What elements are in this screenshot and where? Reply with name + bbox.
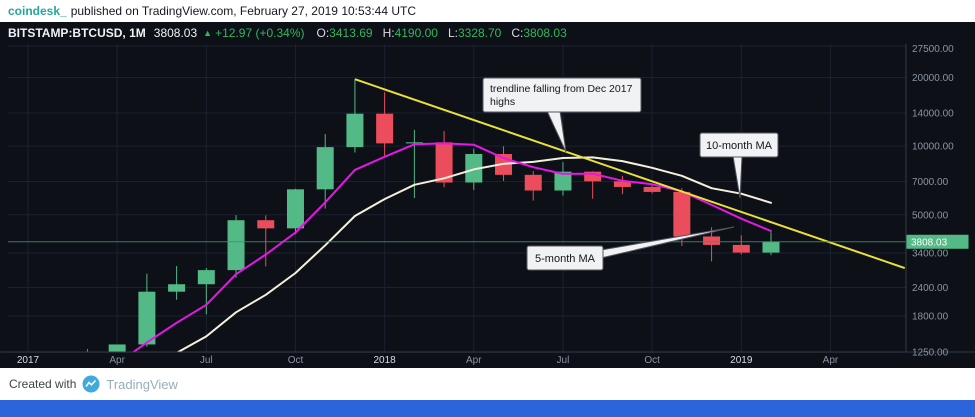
trendline-note-text: trendline falling from Dec 2017 (490, 83, 633, 95)
svg-text:5000.00: 5000.00 (912, 210, 949, 221)
open-value: 3413.69 (329, 26, 373, 40)
attribution-footer: Created with TradingView (0, 368, 975, 400)
candles (86, 79, 780, 352)
high-label: H: (382, 26, 395, 40)
svg-text:Oct: Oct (644, 355, 660, 366)
svg-text:7000.00: 7000.00 (912, 177, 949, 188)
ohlc-close: C:3808.03 (511, 26, 566, 40)
ohlc-low: L:3328.70 (448, 26, 501, 40)
svg-text:Apr: Apr (466, 355, 482, 366)
close-label: C: (511, 26, 524, 40)
ma10-line (176, 156, 772, 352)
svg-text:2017: 2017 (17, 355, 40, 366)
ma5-note-box (526, 245, 604, 271)
open-label: O: (316, 26, 330, 40)
last-price: 3808.03 (153, 26, 198, 40)
svg-text:3400.00: 3400.00 (912, 248, 949, 259)
ma5-line (131, 142, 772, 352)
svg-text:Apr: Apr (823, 355, 839, 366)
ma5-note-text: 5-month MA (535, 253, 596, 265)
svg-text:10000.00: 10000.00 (912, 142, 954, 153)
created-with-text: Created with (9, 377, 77, 391)
ma10-note-box (699, 132, 779, 158)
svg-text:1250.00: 1250.00 (912, 348, 949, 359)
svg-text:Apr: Apr (109, 355, 125, 366)
close-value: 3808.03 (523, 26, 567, 40)
svg-text:Jul: Jul (200, 355, 213, 366)
svg-text:1800.00: 1800.00 (912, 311, 949, 322)
svg-text:2018: 2018 (374, 355, 397, 366)
svg-text:27500.00: 27500.00 (912, 44, 954, 55)
trendline-note-box (482, 77, 642, 113)
price-change: +12.97 (+0.34%) (215, 26, 305, 40)
ma10-note-text: 10-month MA (706, 140, 773, 152)
ma5-note[interactable]: 5-month MA (526, 226, 735, 271)
time-axis[interactable]: 2017 Apr Jul Oct 2018 Apr Jul Oct 2019 Apr (17, 355, 839, 366)
high-value: 4190.00 (394, 26, 438, 40)
svg-text:14000.00: 14000.00 (912, 108, 954, 119)
svg-text:Jul: Jul (557, 355, 570, 366)
symbol-title[interactable]: BITSTAMP:BTCUSD, 1M (8, 26, 146, 40)
low-label: L: (447, 26, 458, 40)
trendline-note-text: highs (490, 96, 515, 108)
tradingview-logo-icon[interactable] (82, 375, 100, 393)
price-chart[interactable]: 27500.00 20000.00 14000.00 10000.00 7000.00 5… (0, 44, 975, 368)
price-axis[interactable]: 27500.00 20000.00 14000.00 10000.00 7000.00 5… (912, 44, 954, 359)
trendline[interactable] (354, 78, 906, 270)
bottom-blue-bar (0, 400, 975, 417)
svg-text:3808.03: 3808.03 (911, 237, 948, 248)
svg-text:Oct: Oct (288, 355, 304, 366)
ohlc-high: H:4190.00 (383, 26, 438, 40)
low-value: 3328.70 (457, 26, 502, 40)
up-arrow-icon: ▲ (203, 28, 213, 38)
publication-header: coindesk_ published on TradingView.com, … (0, 0, 975, 22)
plot (86, 78, 906, 352)
ohlc-open: O:3413.69 (317, 26, 373, 40)
svg-text:2400.00: 2400.00 (912, 283, 949, 294)
author-link[interactable]: coindesk_ (8, 4, 67, 18)
ma10-note[interactable]: 10-month MA (699, 132, 779, 199)
svg-text:2019: 2019 (730, 355, 753, 366)
published-text: published on TradingView.com, February 2… (70, 4, 417, 18)
tradingview-wordmark[interactable]: TradingView (106, 376, 178, 392)
chart-area[interactable]: 27500.00 20000.00 14000.00 10000.00 7000.00 5… (0, 44, 975, 368)
symbol-bar: BITSTAMP:BTCUSD, 1M 3808.03 ▲ +12.97 (+0… (0, 22, 975, 44)
last-price-label: 3808.03 (906, 234, 969, 249)
svg-text:20000.00: 20000.00 (912, 73, 954, 84)
